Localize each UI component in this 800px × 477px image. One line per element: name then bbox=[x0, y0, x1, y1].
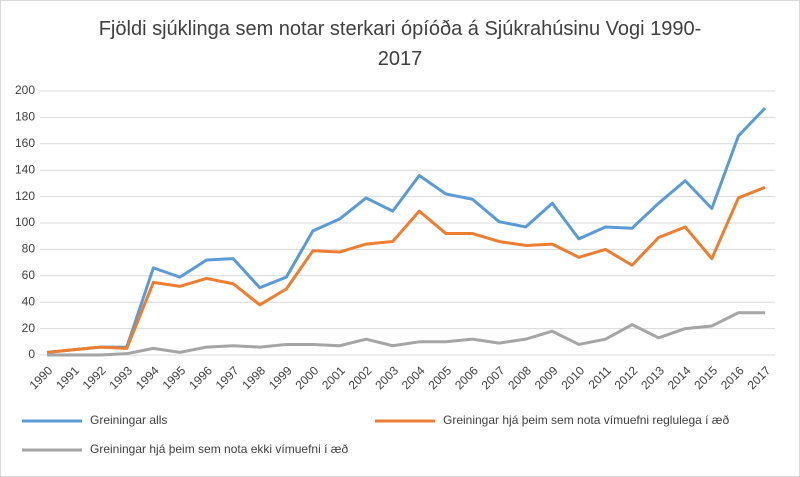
y-tick-label: 140 bbox=[15, 162, 35, 176]
legend-label: Greiningar hjá þeim sem nota vímuefni re… bbox=[443, 413, 729, 427]
y-tick-label: 40 bbox=[22, 294, 36, 308]
y-tick-label: 80 bbox=[22, 242, 36, 256]
y-tick-label: 180 bbox=[15, 110, 35, 124]
series-line bbox=[46, 185, 766, 354]
y-tick-label: 160 bbox=[15, 136, 35, 150]
legend-label: Greiningar hjá þeim sem nota ekki vímuef… bbox=[90, 442, 348, 456]
chart-title: Fjöldi sjúklinga sem notar sterkari ópíó… bbox=[98, 18, 702, 70]
y-tick-label: 100 bbox=[15, 215, 35, 229]
y-tick-label: 0 bbox=[28, 347, 35, 361]
series-line bbox=[47, 311, 765, 357]
y-tick-label: 20 bbox=[22, 321, 36, 335]
series-line bbox=[46, 107, 767, 354]
y-tick-label: 200 bbox=[15, 83, 35, 97]
y-tick-label: 60 bbox=[22, 268, 36, 282]
legend-label: Greiningar alls bbox=[90, 413, 167, 427]
y-tick-label: 120 bbox=[15, 189, 35, 203]
